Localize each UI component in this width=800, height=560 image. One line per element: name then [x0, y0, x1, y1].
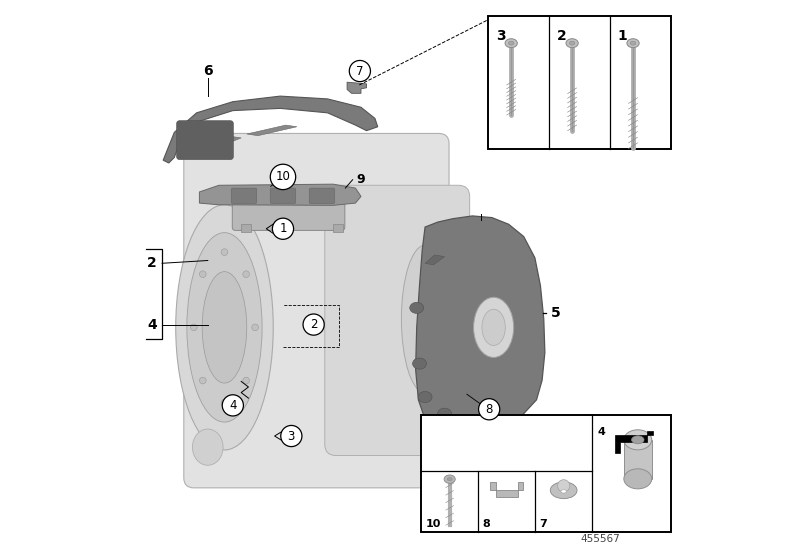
Text: 4: 4: [598, 427, 606, 437]
Ellipse shape: [624, 430, 652, 450]
Text: 10: 10: [275, 170, 290, 184]
Polygon shape: [425, 255, 445, 265]
Ellipse shape: [402, 245, 449, 393]
Text: 2: 2: [310, 318, 318, 331]
Polygon shape: [614, 431, 653, 453]
Ellipse shape: [199, 377, 206, 384]
Polygon shape: [182, 136, 197, 147]
Polygon shape: [163, 96, 378, 163]
Text: 2: 2: [557, 29, 566, 43]
Ellipse shape: [418, 391, 432, 403]
Text: 8: 8: [482, 519, 490, 529]
Polygon shape: [246, 125, 297, 136]
Ellipse shape: [566, 39, 578, 48]
Ellipse shape: [193, 429, 223, 465]
Ellipse shape: [438, 408, 451, 419]
Ellipse shape: [570, 41, 575, 45]
Ellipse shape: [221, 399, 228, 406]
Ellipse shape: [199, 271, 206, 278]
Circle shape: [303, 314, 324, 335]
Ellipse shape: [509, 41, 514, 45]
Text: 1: 1: [279, 222, 286, 235]
Polygon shape: [347, 82, 366, 94]
Ellipse shape: [190, 324, 197, 331]
Text: 3: 3: [288, 430, 295, 442]
Ellipse shape: [558, 480, 570, 492]
FancyBboxPatch shape: [232, 202, 345, 230]
Ellipse shape: [624, 469, 652, 489]
Ellipse shape: [243, 271, 250, 278]
Ellipse shape: [444, 475, 455, 483]
Ellipse shape: [631, 436, 644, 444]
FancyBboxPatch shape: [270, 188, 296, 204]
Text: 7: 7: [356, 64, 364, 77]
Bar: [488, 16, 671, 149]
Text: 5: 5: [551, 306, 561, 320]
Ellipse shape: [474, 297, 514, 357]
Bar: [421, 415, 671, 532]
Circle shape: [281, 426, 302, 447]
Circle shape: [478, 399, 500, 420]
Circle shape: [222, 395, 243, 416]
FancyBboxPatch shape: [231, 188, 257, 204]
Text: 1: 1: [618, 29, 627, 43]
Ellipse shape: [447, 478, 452, 481]
Text: 9: 9: [357, 173, 366, 186]
Polygon shape: [490, 482, 523, 497]
Text: 7: 7: [540, 519, 547, 529]
FancyBboxPatch shape: [184, 133, 449, 488]
Ellipse shape: [410, 302, 424, 314]
FancyBboxPatch shape: [177, 120, 234, 160]
Ellipse shape: [413, 358, 426, 369]
Text: 2: 2: [147, 256, 157, 270]
Text: 4: 4: [147, 318, 157, 332]
Polygon shape: [191, 136, 241, 153]
Text: 3: 3: [496, 29, 506, 43]
Ellipse shape: [561, 490, 566, 493]
Ellipse shape: [202, 272, 246, 383]
Text: 10: 10: [426, 519, 441, 529]
Bar: [624, 440, 652, 479]
Ellipse shape: [627, 39, 639, 48]
Polygon shape: [199, 184, 361, 206]
Ellipse shape: [176, 205, 274, 450]
Text: 4: 4: [229, 399, 237, 412]
Text: 455567: 455567: [581, 534, 621, 544]
Bar: [333, 224, 343, 231]
Circle shape: [350, 60, 370, 82]
Ellipse shape: [221, 249, 228, 255]
Ellipse shape: [550, 482, 577, 498]
Ellipse shape: [505, 39, 518, 48]
Circle shape: [270, 164, 296, 190]
Circle shape: [272, 218, 294, 239]
Ellipse shape: [252, 324, 258, 331]
Ellipse shape: [630, 41, 636, 45]
Text: 6: 6: [203, 64, 213, 78]
Polygon shape: [416, 216, 545, 436]
Ellipse shape: [243, 377, 250, 384]
FancyBboxPatch shape: [325, 185, 470, 455]
Bar: [241, 224, 251, 231]
Text: 8: 8: [486, 403, 493, 416]
Ellipse shape: [187, 232, 262, 422]
FancyBboxPatch shape: [309, 188, 335, 204]
Ellipse shape: [482, 309, 506, 346]
